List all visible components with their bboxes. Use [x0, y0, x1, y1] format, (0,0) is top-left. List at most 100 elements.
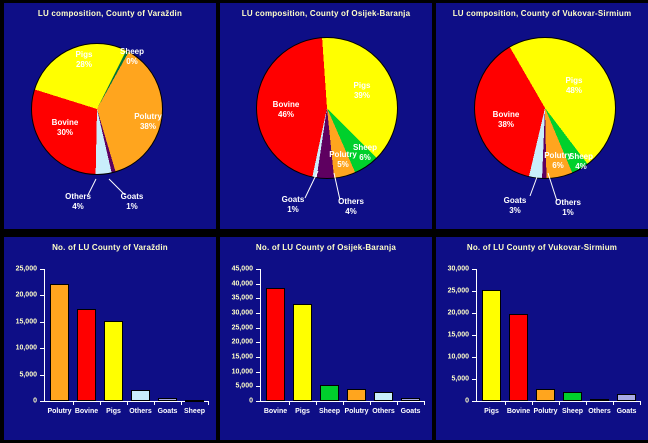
- x-category-label: Goats: [616, 408, 637, 415]
- slice-percent: 30%: [56, 128, 74, 137]
- bar-polutry[interactable]: [347, 389, 366, 401]
- x-tick-mark: [73, 401, 74, 405]
- slice-percent: 6%: [359, 153, 371, 162]
- x-category-label: Bovine: [506, 408, 531, 415]
- slice-name: Bovine: [272, 100, 300, 109]
- pie-chart-osijek-baranja[interactable]: [256, 37, 398, 179]
- pie-label-goats: Goats 1%: [282, 195, 305, 215]
- x-axis: [44, 401, 208, 402]
- pie-chart-vukovar-sirmium[interactable]: [474, 37, 616, 179]
- pie-label-sheep: Sheep 0%: [120, 47, 144, 67]
- pie-panel-vukovar-sirmium: LU composition, County of Vukovar-Sirmiu…: [436, 3, 648, 229]
- y-tick-label: 25,000: [15, 265, 37, 273]
- slice-percent: 6%: [552, 161, 564, 170]
- slice-percent: 1%: [562, 208, 574, 217]
- x-category-label: Others: [129, 408, 152, 415]
- slice-percent: 28%: [75, 60, 92, 69]
- y-tick-label: 35,000: [231, 294, 253, 302]
- y-tick-mark: [40, 321, 44, 323]
- bar-others[interactable]: [131, 390, 150, 401]
- y-tick-label: 0: [465, 397, 469, 405]
- pie-label-goats: Goats 3%: [504, 196, 527, 216]
- x-category-label: Goats: [400, 408, 421, 415]
- bar-others[interactable]: [590, 399, 609, 401]
- bar-goats[interactable]: [617, 394, 636, 401]
- y-tick-mark: [472, 313, 476, 314]
- y-tick-label: 25,000: [231, 324, 253, 332]
- x-category-label: Polutry: [533, 408, 558, 415]
- y-axis: [44, 269, 45, 402]
- slice-name: Bovine: [51, 118, 79, 127]
- x-tick-mark: [370, 401, 371, 405]
- bar-polutry[interactable]: [50, 284, 69, 401]
- x-category-label: Pigs: [295, 408, 310, 415]
- x-tick-mark: [343, 401, 344, 405]
- bar-polutry[interactable]: [536, 389, 555, 401]
- y-tick-label: 0: [33, 397, 37, 405]
- x-category-label: Others: [588, 408, 611, 415]
- y-tick-mark: [256, 386, 260, 388]
- y-tick-label: 10,000: [447, 353, 469, 361]
- y-tick-mark: [256, 342, 260, 344]
- x-axis: [476, 401, 640, 402]
- x-tick-mark: [100, 401, 101, 405]
- x-tick-mark: [127, 401, 128, 405]
- bar-pigs[interactable]: [482, 290, 501, 401]
- y-tick-label: 5,000: [451, 375, 469, 383]
- pie-label-bovine: Bovine 38%: [493, 110, 520, 130]
- y-axis: [476, 269, 477, 402]
- y-tick-mark: [472, 379, 476, 380]
- slice-name: Polutry: [544, 151, 572, 160]
- y-tick-label: 30,000: [447, 265, 469, 273]
- bar-bovine[interactable]: [509, 314, 528, 401]
- bar-others[interactable]: [374, 392, 393, 401]
- y-tick-label: 0: [249, 397, 253, 405]
- y-tick-label: 10,000: [231, 368, 253, 376]
- pie-label-bovine: Bovine 30%: [52, 118, 79, 138]
- y-tick-mark: [256, 327, 260, 329]
- y-tick-label: 15,000: [231, 353, 253, 361]
- chart-title: No. of LU County of Varaždin: [52, 243, 168, 252]
- bar-goats[interactable]: [401, 398, 420, 401]
- x-tick-mark: [289, 401, 290, 405]
- bar-goats[interactable]: [158, 398, 177, 401]
- slice-name: Sheep: [568, 152, 594, 161]
- x-category-label: Bovine: [263, 408, 288, 415]
- pie-chart-varaždin[interactable]: [31, 43, 163, 175]
- slice-name: Sheep: [119, 47, 145, 56]
- slice-percent: 48%: [565, 86, 582, 95]
- pie-label-poultry: Polutry 38%: [134, 112, 162, 132]
- y-tick-mark: [256, 283, 260, 285]
- y-tick-mark: [256, 313, 260, 314]
- y-tick-mark: [256, 269, 260, 270]
- bar-bovine[interactable]: [266, 288, 285, 401]
- bar-pigs[interactable]: [293, 304, 312, 401]
- slice-percent: 3%: [509, 206, 521, 215]
- bar-pigs[interactable]: [104, 321, 123, 401]
- slice-percent: 1%: [126, 202, 138, 211]
- pie-label-pigs: Pigs 28%: [76, 50, 93, 70]
- y-tick-mark: [40, 295, 44, 297]
- x-tick-mark: [208, 401, 209, 405]
- x-category-label: Polutry: [47, 408, 72, 415]
- y-tick-label: 20,000: [15, 291, 37, 299]
- y-tick-label: 45,000: [231, 265, 253, 273]
- x-axis: [260, 401, 424, 402]
- x-category-label: Pigs: [106, 408, 121, 415]
- bar-panel-osijek-baranja: No. of LU County of Osijek-Baranja 0 5,00…: [220, 237, 432, 440]
- bar-sheep[interactable]: [563, 392, 582, 401]
- slice-name: Polutry: [134, 112, 162, 121]
- y-tick-mark: [40, 348, 44, 350]
- y-tick-label: 10,000: [15, 344, 37, 352]
- bar-sheep[interactable]: [320, 385, 339, 401]
- bar-bovine[interactable]: [77, 309, 96, 401]
- chart-title: LU composition, County of Osijek-Baranja: [241, 9, 411, 18]
- slice-name: Goats: [503, 196, 527, 205]
- slice-percent: 46%: [277, 110, 295, 119]
- y-tick-mark: [40, 374, 44, 376]
- y-tick-mark: [472, 269, 476, 270]
- x-category-label: Sheep: [561, 408, 584, 415]
- y-axis: [260, 269, 261, 402]
- bar-sheep[interactable]: [185, 400, 204, 402]
